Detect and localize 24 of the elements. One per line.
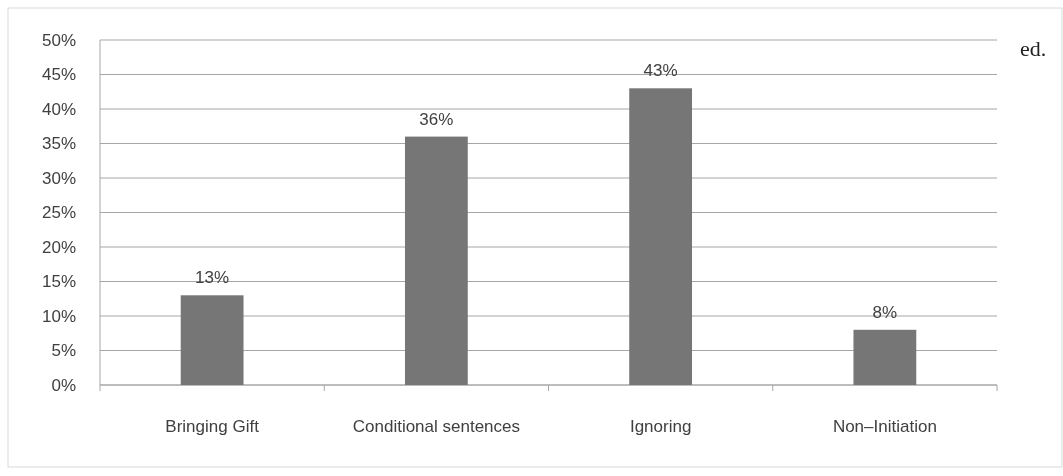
data-label: 13% <box>195 268 230 288</box>
bar <box>629 88 693 385</box>
y-tick-label: 25% <box>41 203 76 223</box>
y-tick-label: 45% <box>41 65 76 85</box>
x-tick-label: Ignoring <box>629 417 692 436</box>
bar <box>180 295 244 385</box>
y-tick-label: 0% <box>51 375 76 395</box>
y-tick-label: 15% <box>41 272 76 292</box>
y-tick-label: 5% <box>51 341 76 361</box>
data-label: 8% <box>872 302 898 322</box>
x-tick-label: Bringing Gift <box>165 417 260 436</box>
text: ed. <box>1020 36 1047 61</box>
y-tick-label: 35% <box>41 134 76 154</box>
data-label: 36% <box>419 109 454 129</box>
y-tick-label: 10% <box>41 306 76 326</box>
y-tick-label: 50% <box>41 30 76 50</box>
y-tick-label: 30% <box>41 168 76 188</box>
data-label: 43% <box>643 61 678 81</box>
x-tick-label: Non–Initiation <box>832 417 937 436</box>
y-tick-label: 40% <box>41 99 76 119</box>
bar <box>853 329 917 385</box>
bar <box>404 136 468 385</box>
x-tick-label: Conditional sentences <box>352 417 521 436</box>
y-tick-label: 20% <box>41 237 76 257</box>
